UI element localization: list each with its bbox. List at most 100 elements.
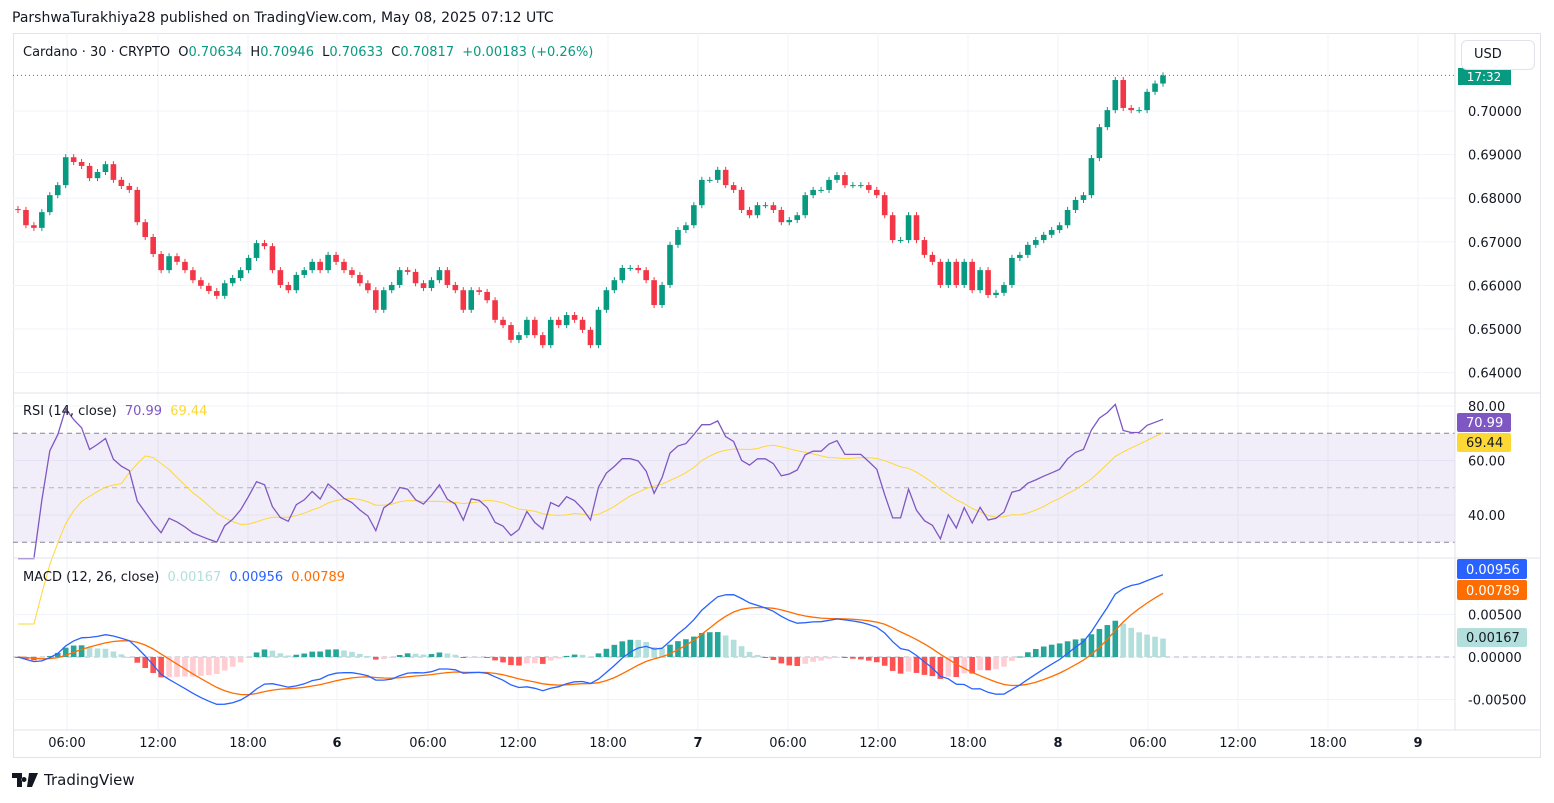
signal-line <box>17 592 1164 696</box>
candle-body <box>730 185 737 190</box>
rsi-legend[interactable]: RSI (14, close) 70.99 69.44 <box>23 404 211 419</box>
candle <box>659 281 665 309</box>
candle-body <box>1009 257 1015 285</box>
candle-body <box>206 285 212 292</box>
high-value: 0.70946 <box>260 45 314 60</box>
currency-button[interactable]: USD <box>1461 40 1535 70</box>
macd-histogram-bar <box>1032 649 1039 657</box>
candle-body <box>31 225 37 228</box>
macd-histogram-bar <box>985 657 991 671</box>
candle-body <box>1096 127 1103 159</box>
candle <box>826 176 832 193</box>
candle-body <box>778 209 785 223</box>
histogram-badge-text: 0.00167 <box>1466 631 1520 646</box>
candle-body <box>460 290 467 310</box>
candle-body <box>667 244 673 285</box>
candle-body <box>86 165 93 179</box>
time-tick-label: 06:00 <box>409 736 446 751</box>
candle <box>699 176 705 209</box>
candle-body <box>182 261 188 271</box>
candle <box>786 216 793 226</box>
candle <box>1001 281 1007 296</box>
candle <box>1112 76 1119 114</box>
candle-body <box>1040 234 1047 241</box>
candle-body <box>373 290 379 310</box>
candle <box>190 267 196 284</box>
macd-histogram-bar <box>706 632 713 657</box>
candle <box>237 267 244 282</box>
candle-body <box>524 319 530 336</box>
candle-body <box>277 270 284 285</box>
rsi-badge <box>1457 413 1511 432</box>
candle <box>54 182 61 199</box>
candle <box>1048 226 1055 238</box>
candle-body <box>722 169 729 186</box>
macd-histogram-bar <box>905 657 912 672</box>
time-tick-label: 9 <box>1413 736 1422 751</box>
tradingview-logo-icon <box>12 773 38 787</box>
macd-histogram-bar <box>508 657 514 666</box>
candle <box>921 237 928 258</box>
candle <box>388 281 395 294</box>
candle <box>961 258 968 289</box>
macd-histogram-bar <box>70 645 77 657</box>
rsi-title: RSI (14, close) <box>23 404 117 419</box>
macd-histogram-bar <box>158 657 164 678</box>
macd-histogram-bar <box>595 653 602 657</box>
candle-body <box>365 283 371 291</box>
macd-histogram-bar <box>47 656 53 658</box>
candle <box>675 226 681 248</box>
macd-histogram-bar <box>476 657 482 658</box>
candle <box>969 258 975 294</box>
candle-body <box>651 280 657 306</box>
symbol-legend[interactable]: Cardano · 30 · CRYPTO O0.70634 H0.70946 … <box>23 45 597 60</box>
candle-body <box>412 271 419 284</box>
time-tick-label: 6 <box>332 736 341 751</box>
close-value: 0.70817 <box>400 45 455 60</box>
rsi-tick-label: 80.00 <box>1468 400 1505 415</box>
tradingview-logo[interactable]: TradingView <box>12 771 135 789</box>
macd-histogram-bar <box>770 657 777 660</box>
time-tick-label: 12:00 <box>859 736 896 751</box>
candle-body <box>134 189 141 223</box>
candle-body <box>993 292 999 295</box>
candle <box>834 172 840 183</box>
candle <box>468 287 475 313</box>
candle <box>667 241 673 289</box>
time-tick-label: 06:00 <box>48 736 85 751</box>
candle <box>555 316 562 329</box>
candle <box>420 280 427 292</box>
macd-histogram-bar <box>571 654 578 657</box>
candle-body <box>1160 75 1166 84</box>
candle <box>126 182 133 193</box>
rsi-line <box>18 403 1164 560</box>
macd-histogram-bar <box>873 657 880 663</box>
candle <box>802 192 808 219</box>
candle-body <box>150 237 156 255</box>
candle <box>571 311 578 323</box>
macd-histogram-bar <box>317 651 323 657</box>
time-tick-label: 06:00 <box>1129 736 1166 751</box>
candle <box>881 192 888 219</box>
candle-body <box>349 270 355 275</box>
macd-histogram-bar <box>842 657 848 659</box>
candle-body <box>977 270 983 291</box>
macd-histogram-bar <box>1056 643 1063 657</box>
candle-body <box>1072 199 1079 210</box>
candle-body <box>190 270 196 281</box>
macd-histogram-bar <box>134 657 141 663</box>
candle <box>651 277 657 309</box>
candle-body <box>881 195 888 216</box>
candle <box>150 233 156 258</box>
candle <box>1120 76 1127 111</box>
macd-legend[interactable]: MACD (12, 26, close) 0.00167 0.00956 0.0… <box>23 570 349 585</box>
macd-histogram-bar <box>460 657 467 658</box>
candle <box>206 282 212 295</box>
candle-body <box>635 267 642 271</box>
candle <box>810 186 816 199</box>
candle-body <box>603 290 610 310</box>
macd-histogram-bar <box>428 654 435 657</box>
macd-histogram-bar <box>722 635 729 657</box>
candle-body <box>333 254 339 262</box>
